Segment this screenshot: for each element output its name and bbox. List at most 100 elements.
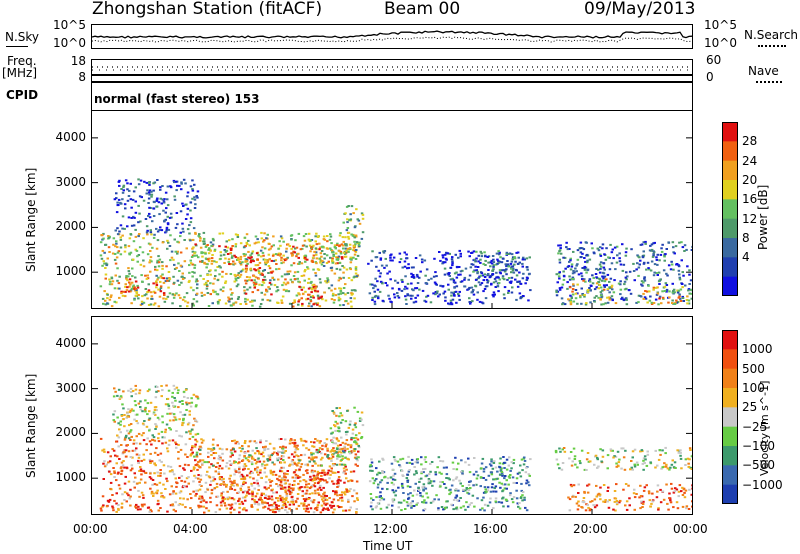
velocity-cell — [241, 445, 244, 447]
velocity-cell — [109, 473, 113, 476]
velocity-cell — [500, 467, 503, 470]
velocity-cell — [326, 455, 329, 458]
velocity-cell — [190, 469, 193, 472]
velocity-cell — [123, 466, 126, 469]
velocity-cell — [137, 489, 140, 492]
power-cell — [205, 266, 208, 269]
noise-sky-label: N.Sky — [5, 30, 40, 44]
power-cell — [604, 302, 607, 305]
power-cell — [196, 283, 199, 286]
velocity-cell — [211, 443, 215, 446]
velocity-cell — [101, 505, 104, 508]
power-cell — [601, 247, 604, 250]
power-cell — [575, 264, 578, 267]
velocity-cell — [414, 470, 418, 473]
velocity-cell — [103, 460, 106, 463]
power-cell — [219, 251, 222, 254]
power-cell — [354, 258, 358, 260]
velocity-cell — [493, 487, 496, 490]
velocity-cell — [139, 508, 142, 511]
velocity-cell — [317, 481, 321, 483]
power-cell — [126, 188, 129, 191]
power-cell — [290, 264, 293, 267]
power-cell — [653, 263, 657, 266]
velocity-cell — [152, 492, 155, 495]
power-cell — [340, 256, 344, 259]
power-cell — [350, 289, 354, 292]
velocity-cell — [682, 488, 686, 491]
velocity-cell — [316, 506, 319, 509]
power-cell — [309, 300, 313, 303]
velocity-cell — [406, 479, 409, 482]
velocity-cell — [228, 460, 232, 462]
power-cell — [152, 182, 155, 185]
power-cell — [113, 253, 117, 255]
velocity-cell — [243, 442, 247, 444]
power-cell — [606, 273, 610, 276]
power-cell — [188, 271, 191, 274]
power-cell — [275, 263, 278, 265]
power-cell — [206, 274, 209, 276]
power-cell — [236, 234, 239, 236]
power-cell — [645, 268, 648, 271]
power-cell — [492, 265, 495, 268]
velocity-cell — [425, 492, 428, 495]
power-cell — [158, 213, 161, 216]
velocity-cell — [188, 402, 191, 405]
power-cell — [285, 258, 288, 261]
power-cell — [597, 287, 600, 290]
power-cell — [159, 280, 162, 283]
velocity-cell — [195, 489, 198, 492]
velocity-cell — [264, 501, 267, 504]
velocity-cell — [375, 496, 378, 499]
power-cell — [558, 250, 561, 253]
power-cell — [275, 268, 278, 271]
colorbar-swatch — [722, 484, 738, 505]
velocity-cell — [324, 498, 327, 501]
velocity-cell — [635, 493, 638, 495]
power-cell — [496, 258, 499, 261]
velocity-cell — [124, 455, 128, 458]
power-cell — [389, 256, 392, 259]
power-cell — [571, 290, 574, 293]
velocity-cell — [669, 466, 672, 469]
power-cell — [574, 292, 578, 295]
power-cell — [317, 297, 320, 300]
power-cell — [103, 290, 106, 293]
velocity-cell — [129, 469, 133, 472]
power-cell — [310, 280, 313, 283]
velocity-cell — [214, 470, 217, 473]
power-cell — [134, 228, 137, 231]
velocity-cell — [679, 449, 682, 452]
power-cell — [690, 249, 694, 251]
velocity-cell — [568, 498, 572, 501]
velocity-cell — [294, 469, 298, 472]
power-cell — [496, 262, 499, 265]
velocity-cell — [475, 470, 478, 473]
power-cell — [346, 247, 350, 250]
velocity-cell — [331, 463, 335, 465]
power-cell — [104, 267, 107, 269]
power-cell — [229, 247, 233, 250]
velocity-cell — [420, 463, 423, 466]
power-cell — [474, 265, 477, 268]
velocity-cell — [293, 461, 296, 464]
y-tick-label: 4000 — [55, 335, 86, 350]
velocity-cell — [345, 439, 349, 442]
velocity-cell — [259, 469, 262, 472]
power-cell — [293, 247, 297, 250]
velocity-cell — [578, 460, 582, 462]
velocity-cell — [506, 505, 510, 508]
velocity-cell — [123, 438, 127, 441]
power-cell — [491, 255, 495, 257]
power-cell — [556, 281, 559, 284]
velocity-cell — [144, 399, 147, 402]
power-cell — [188, 264, 191, 267]
velocity-cell — [185, 403, 189, 406]
power-cell — [481, 274, 485, 277]
power-cell — [221, 232, 225, 235]
power-cell — [114, 262, 118, 265]
velocity-cell — [278, 438, 281, 441]
power-cell — [624, 251, 628, 254]
power-cell — [186, 191, 190, 194]
